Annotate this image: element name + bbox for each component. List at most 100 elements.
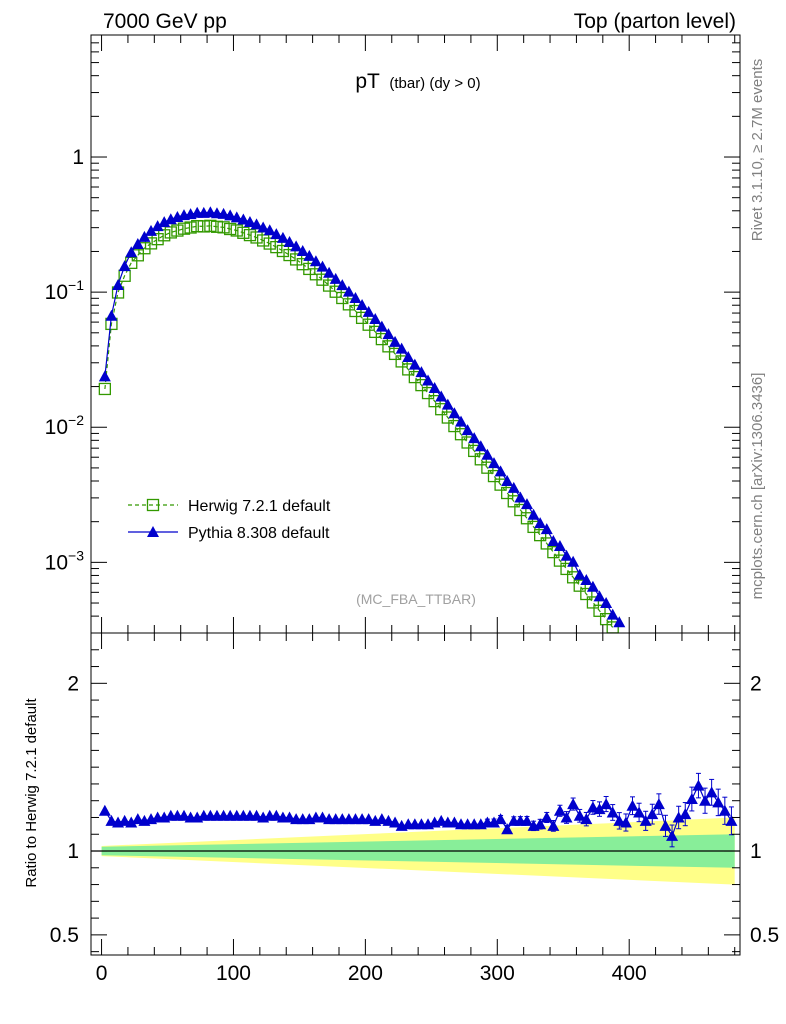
ratio-point-73 (580, 813, 593, 825)
herwig-point-20 (230, 224, 243, 237)
herwig-point-11 (171, 224, 184, 237)
pythia-point-58 (481, 448, 494, 460)
pythia-point-77 (606, 608, 619, 620)
pythia-point-25 (263, 224, 276, 236)
pythia-point-76 (600, 597, 613, 609)
pythia-point-55 (461, 424, 474, 436)
ratio-point-51 (435, 814, 448, 826)
herwig-point-8 (151, 233, 164, 246)
herwig-point-16 (204, 219, 217, 232)
ratio-ytick-label-left: 2 (67, 672, 79, 695)
herwig-point-61 (501, 486, 514, 500)
pythia-point-62 (507, 481, 520, 493)
pythia-point-64 (520, 498, 533, 510)
pythia-point-8 (151, 220, 164, 232)
main-ytick-base: 10 (45, 551, 68, 574)
pythia-point-35 (329, 272, 342, 284)
pythia-point-37 (342, 285, 355, 297)
herwig-point-0 (98, 382, 112, 396)
ratio-point-60 (494, 813, 507, 825)
pythia-point-20 (230, 211, 243, 223)
pythia-point-41 (369, 313, 382, 325)
ratio-point-81 (633, 806, 646, 818)
pythia-point-1 (105, 309, 118, 321)
main-ytick-label: 1 (72, 146, 84, 169)
pythia-point-52 (441, 398, 454, 410)
main-ytick-label: 10−3 (45, 547, 85, 574)
ratio-point-4 (125, 816, 138, 828)
main-ytick-label: 10−2 (45, 412, 85, 439)
herwig-point-27 (276, 244, 290, 258)
herwig-point-9 (158, 229, 171, 242)
ratio-point-66 (534, 818, 547, 830)
ratio-point-64 (520, 814, 533, 826)
ratio-ytick-label-right: 0.5 (750, 924, 779, 947)
xtick-label: 300 (480, 962, 515, 985)
ratio-frame (90, 632, 741, 956)
pythia-point-27 (276, 231, 289, 243)
herwig-point-37 (342, 298, 356, 311)
herwig-point-22 (243, 228, 257, 242)
pythia-point-46 (402, 351, 415, 363)
herwig-point-18 (217, 221, 230, 234)
ratio-point-72 (573, 809, 586, 821)
herwig-point-14 (191, 220, 204, 233)
header-left: 7000 GeV pp (103, 10, 227, 33)
ratio-point-83 (646, 808, 659, 820)
herwig-point-17 (210, 220, 224, 233)
main-ticks: 1 10 −1 10−2 10−3 (45, 34, 740, 634)
ratio-point-92 (705, 786, 718, 798)
main-frame (90, 34, 741, 634)
pythia-point-3 (118, 260, 131, 272)
ratio-ytick-label-left: 1 (67, 840, 79, 863)
herwig-point-38 (349, 304, 362, 318)
herwig-point-28 (283, 248, 296, 262)
pythia-point-47 (408, 358, 421, 370)
ratio-point-53 (448, 816, 461, 828)
herwig-point-68 (547, 545, 560, 559)
pythia-point-71 (567, 555, 580, 567)
pythia-point-28 (283, 235, 296, 247)
main-series-layer (98, 206, 626, 634)
pythia-point-33 (316, 260, 329, 272)
herwig-point-30 (296, 258, 309, 271)
herwig-point-63 (514, 503, 527, 517)
ratio-point-74 (586, 801, 599, 813)
ratio-point-43 (382, 814, 395, 826)
pythia-point-22 (243, 216, 256, 228)
ratio-point-76 (600, 798, 613, 810)
ratio-point-88 (679, 808, 692, 820)
pythia-point-43 (382, 328, 395, 340)
ratio-ylabel: Ratio to Herwig 7.2.1 default (23, 698, 40, 888)
main-ytick-exp: −1 (68, 277, 84, 293)
pythia-point-42 (375, 320, 388, 332)
herwig-point-26 (270, 240, 283, 254)
pythia-point-34 (323, 266, 336, 278)
herwig-point-29 (289, 253, 303, 266)
ratio-point-71 (567, 798, 580, 810)
pythia-point-61 (501, 475, 514, 487)
ratio-ytick-label-left: 0.5 (50, 924, 79, 947)
pythia-point-69 (553, 540, 566, 552)
ratio-point-87 (672, 811, 685, 823)
ratio-point-42 (375, 813, 388, 825)
pythia-point-45 (395, 342, 408, 354)
legend-label-herwig: Herwig 7.2.1 default (188, 498, 331, 515)
pythia-point-40 (362, 305, 375, 317)
ratio-point-0 (98, 804, 111, 816)
ratio-point-94 (718, 804, 731, 816)
herwig-point-72 (573, 579, 586, 592)
herwig-point-39 (355, 311, 369, 325)
pythia-point-57 (474, 440, 487, 452)
herwig-point-36 (336, 291, 349, 305)
main-ytick-base: 1 (72, 146, 84, 169)
pythia-point-73 (580, 574, 593, 586)
pythia-point-0 (98, 370, 111, 382)
pythia-point-70 (560, 549, 573, 561)
herwig-point-41 (369, 325, 382, 339)
ratio-point-84 (652, 798, 665, 810)
legend-marker-herwig (146, 498, 160, 512)
ratio-ticks: 2 2 1 1 0.5 0.5 0 100 200 300 400 (50, 632, 779, 985)
ratio-point-67 (540, 811, 553, 823)
